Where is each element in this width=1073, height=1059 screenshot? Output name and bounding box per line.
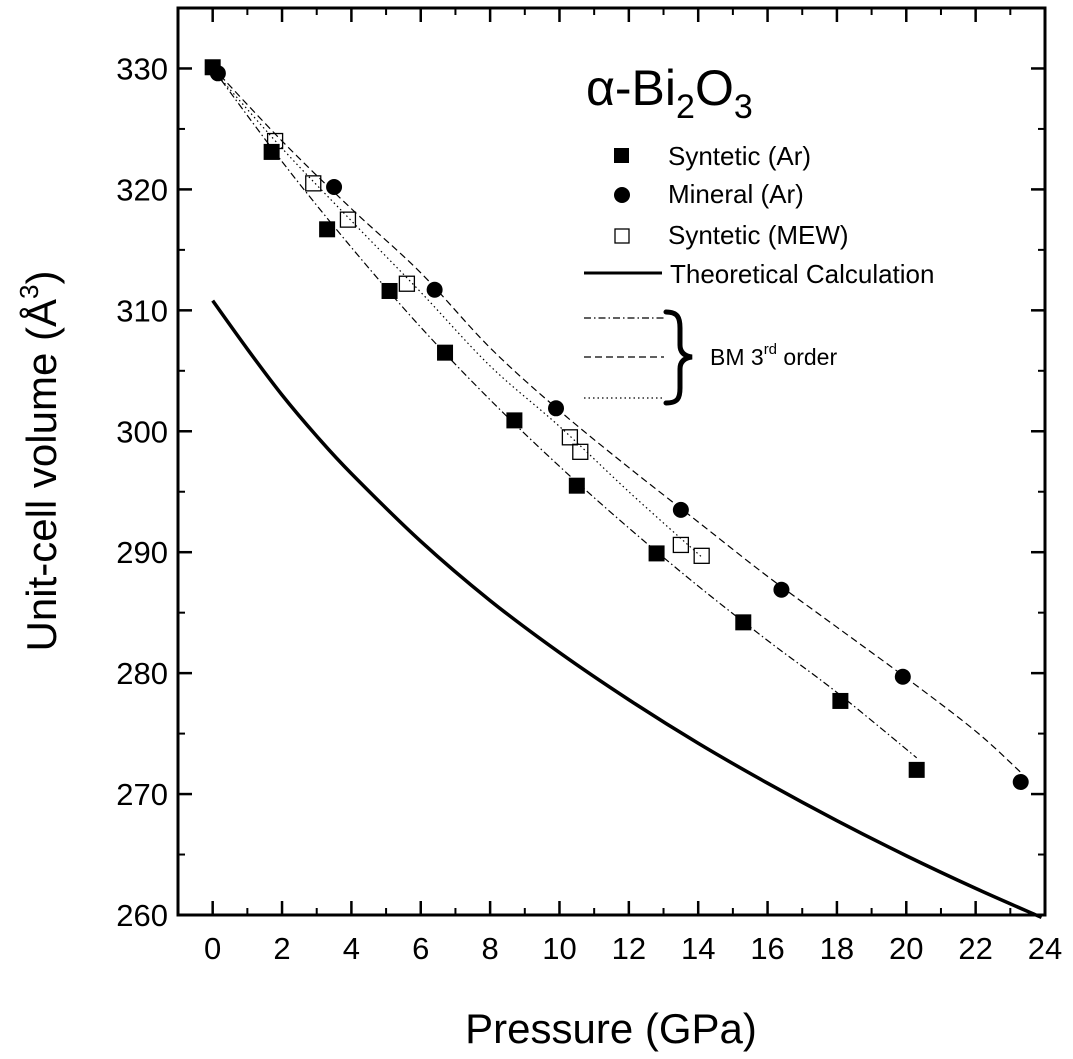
point-mineral-ar (326, 178, 343, 195)
bm-fit-dotted (212, 69, 703, 558)
point-mineral-ar (672, 501, 689, 518)
point-syntetic-ar (648, 545, 665, 562)
point-mineral-ar (773, 581, 790, 598)
y-tick-label: 310 (116, 293, 168, 328)
y-axis-title-end: ) (18, 271, 65, 285)
point-syntetic-mew (339, 211, 357, 228)
point-syntetic-mew (561, 429, 579, 446)
chart-title-sub-1: 2 (676, 88, 695, 126)
legend-label-syntetic-ar: Syntetic (Ar) (668, 141, 811, 171)
x-tick-label: 16 (750, 931, 784, 966)
legend-symbol-syntetic-mew (614, 228, 630, 244)
y-tick-label: 280 (116, 656, 168, 691)
x-tick-label: 22 (958, 931, 992, 966)
y-tick-label: 330 (116, 51, 168, 86)
x-tick-label: 24 (1028, 931, 1062, 966)
bm-label-main: BM 3 (710, 344, 764, 370)
point-syntetic-ar (568, 477, 585, 494)
chart-title-mid: O (695, 60, 734, 116)
y-tick-label: 290 (116, 535, 168, 570)
point-syntetic-mew (266, 132, 284, 150)
legend-label-mineral-ar: Mineral (Ar) (668, 179, 804, 209)
point-syntetic-ar (908, 761, 925, 778)
point-syntetic-mew (572, 443, 589, 460)
point-syntetic-mew (672, 536, 690, 554)
bm-fit-dash-dot (212, 68, 918, 759)
point-syntetic-ar (506, 412, 523, 429)
point-syntetic-ar (263, 143, 280, 160)
x-tick-label: 14 (681, 931, 715, 966)
bm-fit-dashed (212, 66, 1022, 773)
legend-label-syntetic-mew: Syntetic (MEW) (668, 220, 849, 250)
point-mineral-ar (1012, 773, 1029, 790)
point-syntetic-ar (319, 221, 336, 238)
axis-ticks (177, 7, 1047, 917)
legend: Syntetic (Ar) Mineral (Ar) Syntetic (MEW… (584, 141, 934, 406)
series-theoretical-calculation (211, 299, 1043, 920)
plot-frame (176, 6, 1047, 917)
chart-title-main: α-Bi (586, 60, 676, 116)
chart-title: α-Bi2O3 (586, 60, 753, 126)
point-mineral-ar (548, 400, 565, 417)
x-axis-title: Pressure (GPa) (465, 1005, 757, 1052)
y-axis-title-superscript: 3 (14, 285, 44, 299)
legend-brace (663, 309, 693, 406)
x-tick-label: 6 (412, 931, 429, 966)
point-mineral-ar (894, 668, 911, 685)
legend-symbol-mineral-ar (614, 187, 630, 203)
bm-3rd-order-label: BM 3rd order (710, 341, 837, 370)
point-syntetic-ar (832, 692, 849, 709)
tick-labels: 0 2 4 6 8 10 12 14 16 18 20 22 242602702802903003103… (116, 51, 1062, 966)
y-axis-title-main: Unit-cell volume (Å (18, 299, 65, 651)
point-mineral-ar (209, 65, 226, 82)
point-mineral-ar (426, 281, 443, 298)
point-syntetic-ar (735, 614, 752, 631)
markers (204, 59, 1029, 790)
legend-symbol-syntetic-ar (614, 148, 629, 163)
point-syntetic-mew (305, 175, 322, 192)
y-tick-label: 320 (116, 172, 168, 207)
y-tick-label: 300 (116, 414, 168, 449)
x-tick-label: 18 (820, 931, 854, 966)
y-axis-title: Unit-cell volume (Å3) (14, 271, 65, 652)
x-tick-label: 2 (273, 931, 290, 966)
x-tick-label: 0 (204, 931, 221, 966)
x-tick-label: 8 (481, 931, 498, 966)
point-syntetic-ar (381, 282, 398, 299)
point-syntetic-ar (437, 344, 454, 361)
y-tick-label: 260 (116, 898, 168, 933)
x-tick-label: 10 (542, 931, 576, 966)
bm-label-superscript: rd (764, 341, 777, 358)
chart-title-sub-2: 3 (734, 88, 753, 126)
bm-label-tail: order (777, 344, 837, 370)
x-tick-label: 12 (612, 931, 646, 966)
point-syntetic-mew (398, 275, 416, 292)
legend-label-theoretical: Theoretical Calculation (670, 259, 934, 289)
y-tick-label: 270 (116, 777, 168, 812)
x-tick-label: 20 (889, 931, 923, 966)
x-tick-label: 4 (343, 931, 360, 966)
point-syntetic-mew (693, 547, 710, 564)
